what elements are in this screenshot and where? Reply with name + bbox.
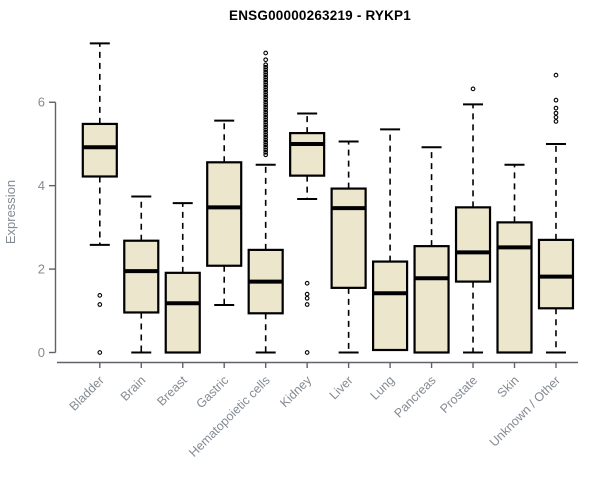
outlier-point-hematopoietic-cells <box>263 122 269 128</box>
x-tick-label-kidney: Kidney <box>277 373 314 410</box>
outlier-point-unknown-other <box>553 119 559 124</box>
y-axis-title: Expression <box>3 180 18 244</box>
outlier-point-unknown-other <box>553 97 559 103</box>
outlier-point-hematopoietic-cells <box>263 129 269 135</box>
boxplot-skin <box>496 163 533 354</box>
x-tick-label-brain: Brain <box>118 373 149 404</box>
box-unknown-other <box>537 238 575 310</box>
outlier-point-kidney <box>304 280 310 286</box>
x-tick-label-hematopoietic-cells: Hematopoietic cells <box>186 373 273 460</box>
outlier-point-hematopoietic-cells <box>263 112 269 118</box>
outlier-point-hematopoietic-cells <box>263 107 269 113</box>
outlier-point-hematopoietic-cells <box>263 69 269 75</box>
outlier-point-hematopoietic-cells <box>263 89 269 95</box>
boxplot-breast <box>164 202 201 354</box>
outlier-point-hematopoietic-cells <box>263 82 269 88</box>
outlier-point-hematopoietic-cells <box>263 147 269 153</box>
box-breast <box>164 271 201 354</box>
outlier-point-hematopoietic-cells <box>263 114 269 120</box>
x-tick-label-liver: Liver <box>327 373 356 402</box>
outlier-point-kidney <box>304 295 310 301</box>
outlier-point-hematopoietic-cells <box>263 134 269 140</box>
x-tick-label-lung: Lung <box>368 373 398 403</box>
outlier-point-bladder <box>97 350 103 355</box>
box-bladder <box>81 122 118 178</box>
box-pancreas <box>413 245 450 354</box>
outlier-point-bladder <box>97 302 103 307</box>
outlier-point-hematopoietic-cells <box>263 132 269 138</box>
boxplot-pancreas <box>413 146 450 354</box>
outlier-point-hematopoietic-cells <box>263 94 269 100</box>
outlier-point-prostate <box>470 86 476 92</box>
boxplot-kidney <box>289 112 326 355</box>
x-tick-label-bladder: Bladder <box>67 373 107 413</box>
outlier-point-hematopoietic-cells <box>263 99 269 105</box>
x-tick-label-skin: Skin <box>495 373 522 400</box>
outlier-point-hematopoietic-cells <box>263 97 269 103</box>
outlier-point-hematopoietic-cells <box>263 62 269 68</box>
x-tick-label-pancreas: Pancreas <box>391 373 438 420</box>
outlier-point-hematopoietic-cells <box>263 124 269 130</box>
outlier-point-hematopoietic-cells <box>263 72 269 78</box>
box-prostate <box>454 206 492 283</box>
outlier-point-hematopoietic-cells <box>263 67 269 73</box>
boxplot-bladder <box>81 42 118 355</box>
outlier-point-kidney <box>304 350 310 355</box>
outlier-point-hematopoietic-cells <box>263 64 269 70</box>
outlier-point-hematopoietic-cells <box>263 149 269 155</box>
outlier-point-hematopoietic-cells <box>263 152 269 158</box>
y-tick-label: 0 <box>38 345 45 360</box>
outlier-point-hematopoietic-cells <box>263 117 269 123</box>
outlier-point-unknown-other <box>553 105 559 111</box>
boxplot-lung <box>371 128 409 352</box>
outlier-point-hematopoietic-cells <box>263 144 269 150</box>
x-tick-label-gastric: Gastric <box>193 373 231 411</box>
outlier-point-kidney <box>304 302 310 307</box>
outlier-point-hematopoietic-cells <box>263 74 269 80</box>
box-lung <box>371 260 409 352</box>
outlier-point-hematopoietic-cells <box>263 102 269 108</box>
outlier-point-hematopoietic-cells <box>263 87 269 93</box>
box-kidney <box>289 132 326 177</box>
outlier-point-hematopoietic-cells <box>263 92 269 98</box>
boxplot-unknown-other <box>537 72 575 354</box>
box-brain <box>123 239 160 314</box>
box-skin <box>496 221 533 354</box>
y-tick-label: 4 <box>38 178 45 193</box>
boxplot-prostate <box>454 86 492 354</box>
outlier-point-hematopoietic-cells <box>263 109 269 115</box>
outlier-point-hematopoietic-cells <box>263 104 269 110</box>
x-tick-label-unknown-other: Unknown / Other <box>487 373 563 449</box>
boxplot-brain <box>123 195 160 354</box>
boxplot-gastric <box>206 119 243 306</box>
outlier-point-hematopoietic-cells <box>263 139 269 145</box>
outlier-point-hematopoietic-cells <box>263 57 269 63</box>
x-tick-label-prostate: Prostate <box>437 373 480 416</box>
chart-title: ENSG00000263219 - RYKP1 <box>229 8 411 23</box>
outlier-point-unknown-other <box>553 72 559 78</box>
plot-content: 0 2 4 6 Bladder Brain Breast GastricHematopoiet… <box>38 42 578 460</box>
outlier-point-hematopoietic-cells <box>263 77 269 83</box>
outlier-point-hematopoietic-cells <box>263 84 269 90</box>
box-gastric <box>206 161 243 267</box>
outlier-point-bladder <box>97 293 103 298</box>
outlier-point-hematopoietic-cells <box>263 137 269 143</box>
outlier-point-unknown-other <box>553 110 559 116</box>
x-tick-label-breast: Breast <box>154 373 190 409</box>
outlier-point-hematopoietic-cells <box>263 127 269 133</box>
outlier-point-kidney <box>304 291 310 297</box>
outlier-point-hematopoietic-cells <box>263 142 269 148</box>
outlier-point-hematopoietic-cells <box>263 50 269 56</box>
outlier-point-unknown-other <box>553 114 559 120</box>
boxplot-hematopoietic-cells <box>247 50 284 354</box>
outlier-point-hematopoietic-cells <box>263 79 269 85</box>
boxplot-liver <box>330 140 367 354</box>
outlier-point-hematopoietic-cells <box>263 119 269 125</box>
y-tick-label: 6 <box>38 95 45 110</box>
y-tick-label: 2 <box>38 262 45 277</box>
box-liver <box>330 187 367 289</box>
